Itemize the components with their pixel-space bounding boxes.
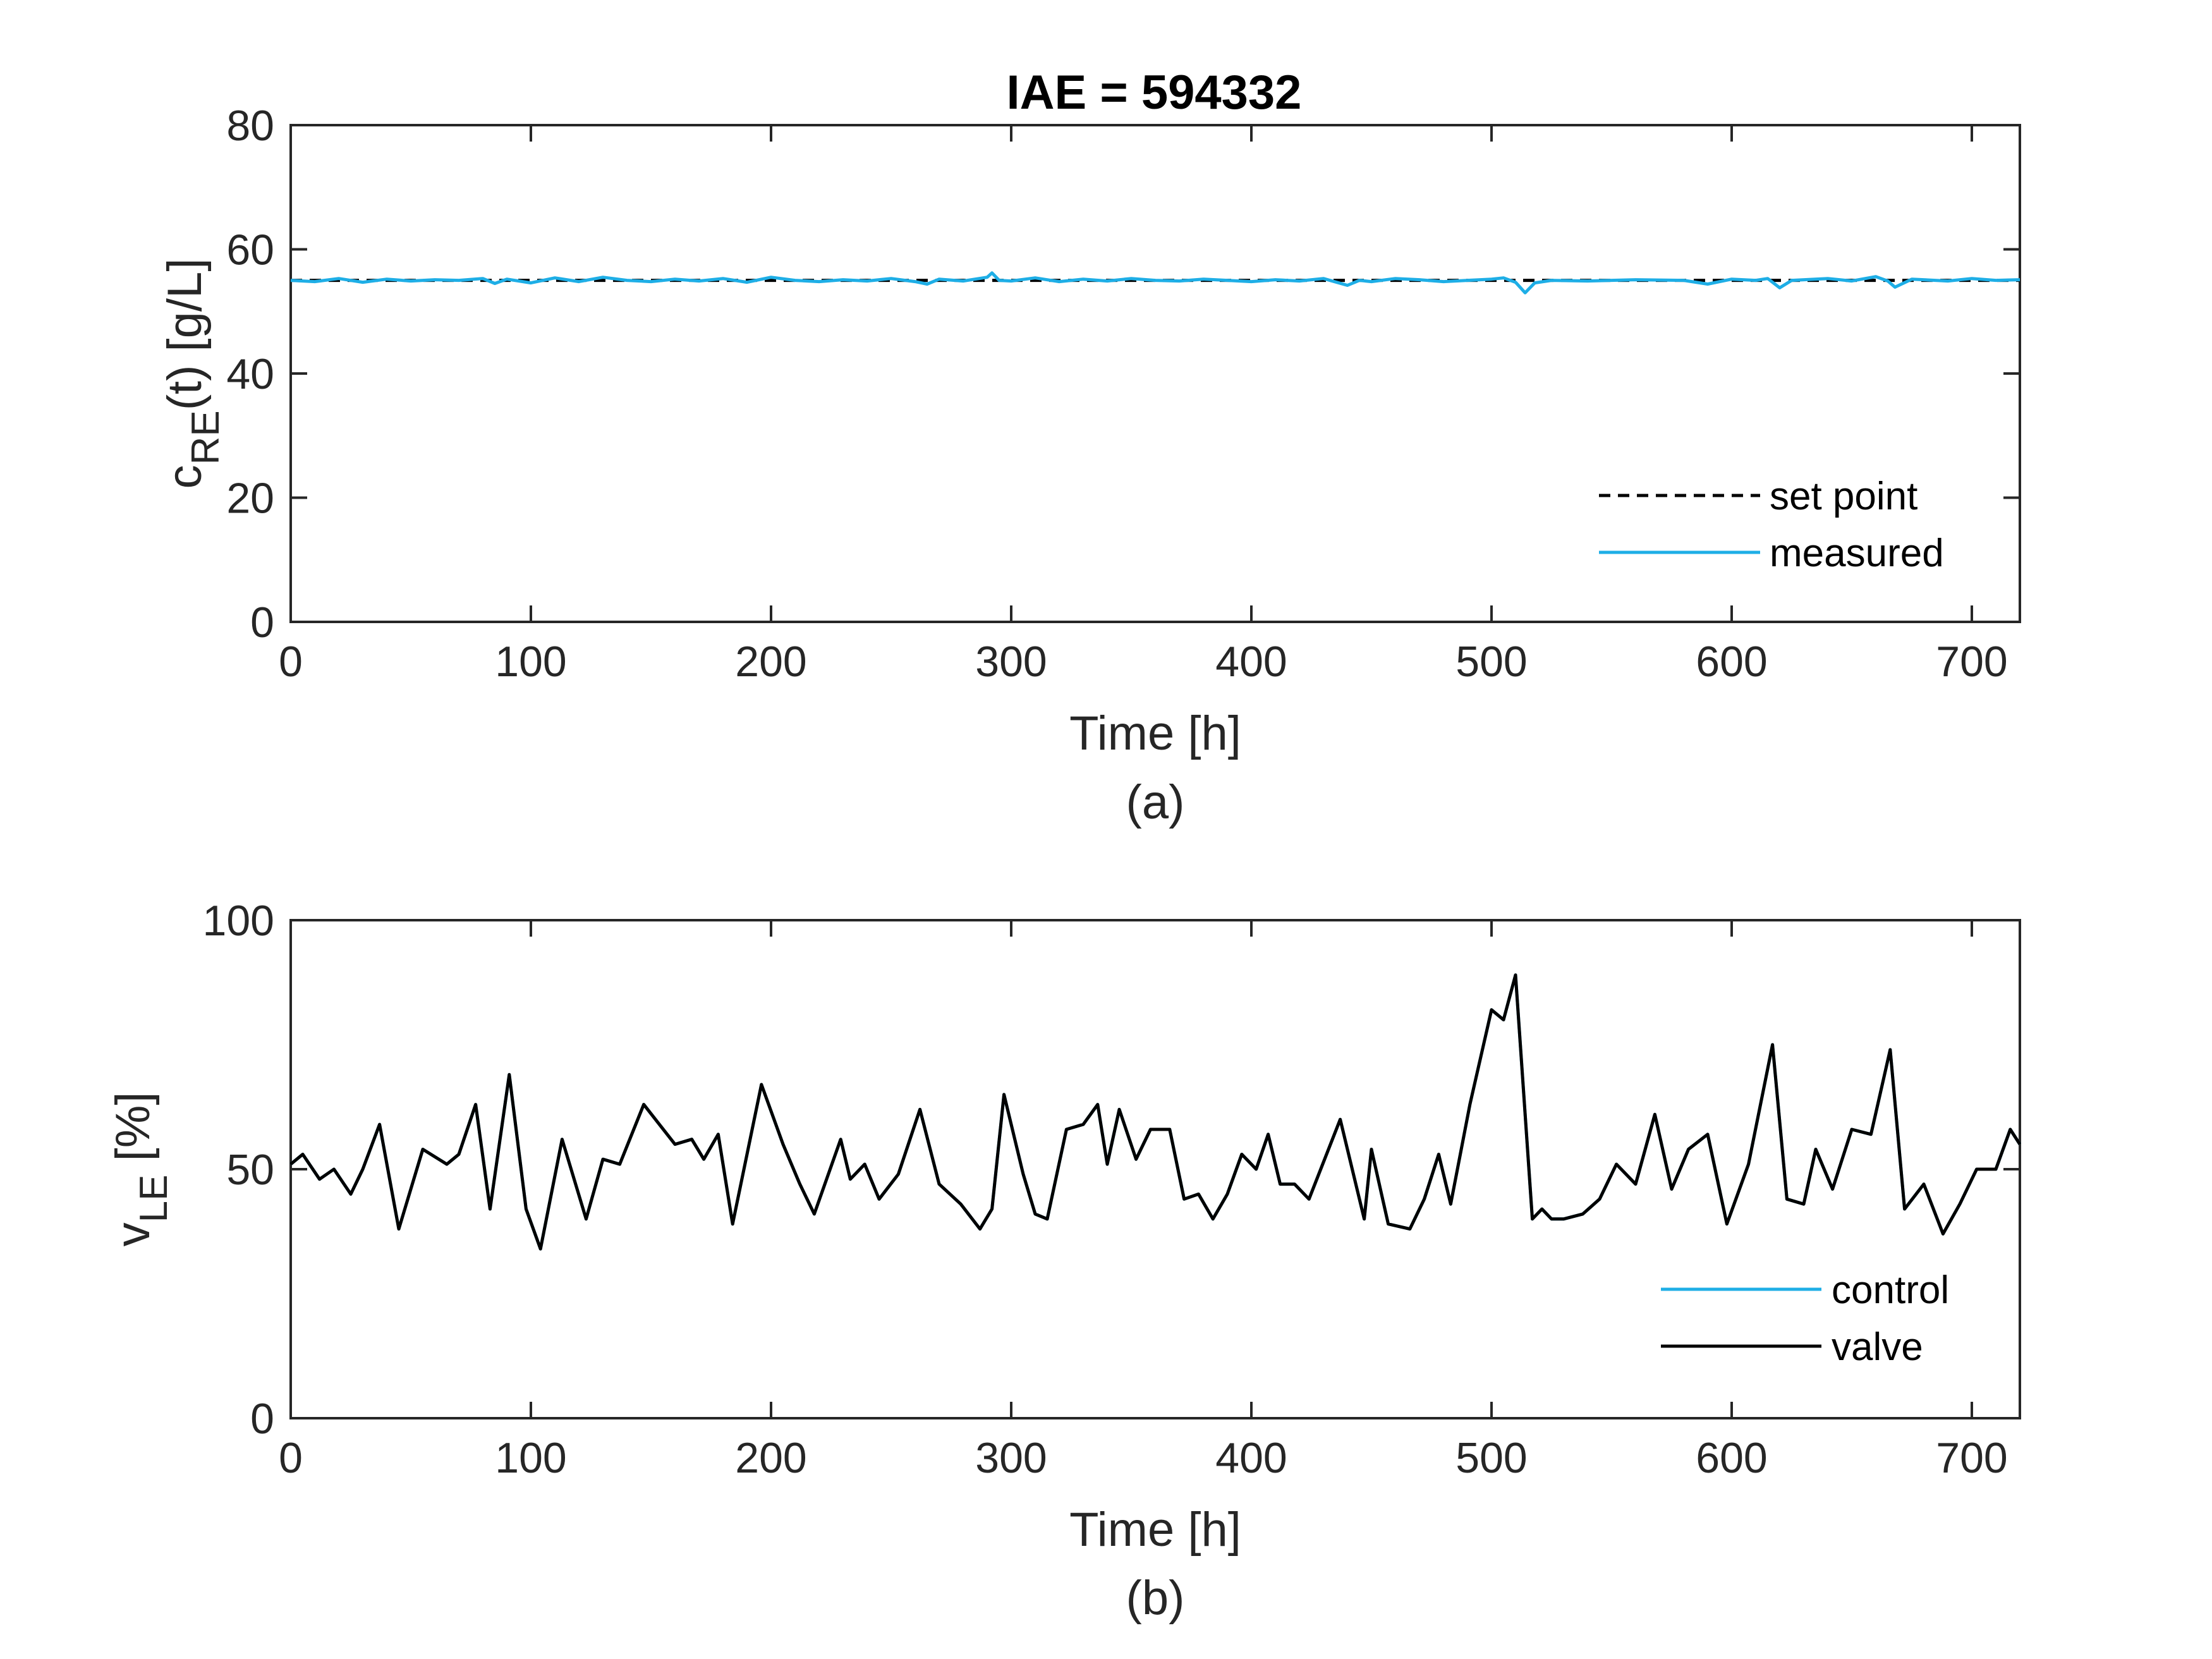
x-tick-label: 700 <box>1936 1434 2007 1482</box>
y-axis-title-b: vLE [%] <box>106 1092 176 1247</box>
x-tick-label: 200 <box>735 1434 806 1482</box>
x-tick-label: 400 <box>1215 638 1287 686</box>
y-tick-label: 80 <box>226 102 274 150</box>
y-tick-label: 60 <box>226 226 274 274</box>
legend-background-a <box>1580 465 1991 591</box>
x-tick-label: 0 <box>279 1434 303 1482</box>
x-tick-labels-b: 0 100 200 300 400 500 600 700 <box>279 1434 2008 1482</box>
y-axis-title-tail-a: (t) [g/L] <box>158 258 212 411</box>
y-axis-title-a: cRE(t) [g/L] <box>158 258 228 489</box>
y-tick-label: 0 <box>250 1395 274 1443</box>
chart-panel-b: 0 100 200 300 400 500 600 700 0 50 100 Time [h] (… <box>106 897 2022 1625</box>
series-line-valve <box>289 973 2022 1251</box>
legend-a: set point measured <box>1580 465 1991 591</box>
legend-background-b <box>1643 1258 1997 1384</box>
x-tick-label: 0 <box>279 638 303 686</box>
series-group-b <box>289 973 2022 1251</box>
x-tick-label: 500 <box>1455 1434 1527 1482</box>
y-tick-label: 40 <box>226 350 274 398</box>
x-tick-label: 700 <box>1936 638 2007 686</box>
x-tick-label: 300 <box>975 638 1047 686</box>
series-group-a <box>290 271 2021 295</box>
x-tick-labels-a: 0 100 200 300 400 500 600 700 <box>279 638 2008 686</box>
x-tick-label: 600 <box>1696 638 1767 686</box>
x-tick-label: 600 <box>1696 1434 1767 1482</box>
legend-b: control valve <box>1643 1258 1997 1384</box>
x-axis-title-a: Time [h] <box>1069 707 1241 760</box>
tick-marks-a <box>289 124 2020 623</box>
legend-label-measured: measured <box>1770 532 1944 575</box>
x-axis-title-b: Time [h] <box>1069 1503 1241 1557</box>
y-axis-title-main-b: v <box>106 1222 160 1246</box>
chart-title: IAE = 594332 <box>1007 66 1302 119</box>
y-tick-labels-b: 0 50 100 <box>203 897 274 1443</box>
y-axis-title-main-a: c <box>158 465 212 489</box>
chart-panel-a: IAE = 594332 0 100 200 300 400 500 600 700 0 20 4… <box>158 66 2021 829</box>
x-tick-label: 300 <box>975 1434 1047 1482</box>
tick-marks-b <box>289 919 2020 1419</box>
panel-label-a: (a) <box>1126 775 1185 829</box>
x-tick-label: 500 <box>1455 638 1527 686</box>
legend-label-set-point: set point <box>1770 475 1917 518</box>
x-tick-label: 100 <box>495 638 566 686</box>
y-axis-title-sub-a: RE <box>184 410 228 465</box>
y-tick-label: 20 <box>226 475 274 523</box>
panel-label-b: (b) <box>1126 1571 1185 1625</box>
y-tick-label: 0 <box>250 599 274 647</box>
y-tick-label: 50 <box>226 1146 274 1194</box>
y-axis-title-tail-b: [%] <box>106 1092 160 1175</box>
legend-label-control: control <box>1832 1268 1949 1312</box>
series-line-measured <box>290 271 2021 295</box>
legend-label-valve: valve <box>1832 1325 1923 1369</box>
x-tick-label: 200 <box>735 638 806 686</box>
y-tick-labels-a: 0 20 40 60 80 <box>226 102 274 647</box>
y-axis-title-sub-b: LE <box>132 1175 176 1223</box>
x-tick-label: 400 <box>1215 1434 1287 1482</box>
x-tick-label: 100 <box>495 1434 566 1482</box>
y-tick-label: 100 <box>203 897 274 945</box>
